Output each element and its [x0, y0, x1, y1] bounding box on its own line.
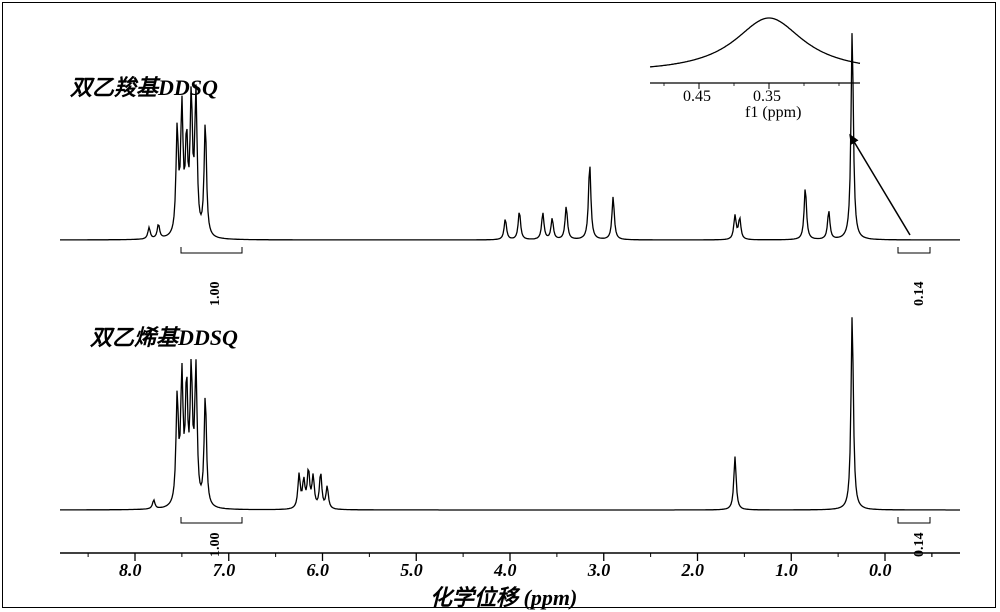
x-tick-label: 3.0	[588, 560, 611, 581]
x-axis-title: 化学位移 (ppm)	[430, 580, 577, 612]
inset-tick-label: 0.45	[683, 88, 711, 106]
x-tick-label: 1.0	[775, 560, 798, 581]
x-tick-label: 8.0	[119, 560, 142, 581]
x-tick-label: 4.0	[494, 560, 517, 581]
inset-panel: 0.450.35 f1 (ppm)	[640, 10, 870, 140]
integ-bracket-bot-left	[181, 517, 242, 523]
x-tick-label: 7.0	[213, 560, 236, 581]
integ-bracket-top-right	[898, 247, 930, 253]
x-axis: 8.07.06.05.04.03.02.01.00.0 化学位移 (ppm)	[60, 552, 960, 602]
spectrum-bottom: 双乙烯基DDSQ 1.00 0.14	[60, 295, 960, 545]
x-tick-label: 6.0	[307, 560, 330, 581]
x-tick-label: 2.0	[682, 560, 705, 581]
inset-axis-title: f1 (ppm)	[745, 104, 801, 122]
x-tick-label: 0.0	[869, 560, 892, 581]
x-tick-label: 5.0	[400, 560, 423, 581]
figure-container: 双乙羧基DDSQ 1.00 0.14 双乙烯基DDSQ 1.00 0.14	[0, 0, 1000, 612]
integ-bracket-bot-right	[898, 517, 930, 523]
spectrum-top-label: 双乙羧基DDSQ	[70, 70, 218, 102]
spectrum-bottom-label: 双乙烯基DDSQ	[90, 320, 238, 352]
inset-plot-svg	[640, 10, 870, 80]
integ-bracket-top-left	[181, 247, 242, 253]
inset-trace	[650, 18, 860, 67]
